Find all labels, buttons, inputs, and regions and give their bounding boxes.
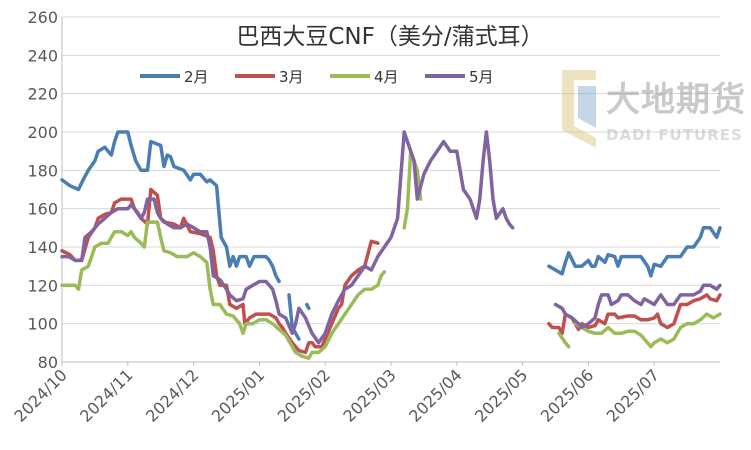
y-tick-label: 240: [27, 46, 58, 65]
y-tick-label: 220: [27, 85, 58, 104]
legend-label: 5月: [469, 68, 494, 86]
x-tick-label: 2025/03: [339, 365, 399, 425]
grid-layer: [62, 16, 720, 325]
series-line-3: [557, 331, 571, 349]
y-tick-label: 200: [27, 123, 58, 142]
legend: 2月 3月 4月 5月: [140, 68, 494, 86]
x-tick-label: 2024/10: [10, 365, 70, 425]
series-line-1: [547, 226, 722, 278]
y-tick-label: 100: [27, 315, 58, 334]
legend-label: 4月: [374, 68, 399, 86]
x-tick-label: 2025/06: [537, 365, 597, 425]
legend-label: 2月: [184, 68, 209, 86]
series-line-2: [60, 187, 380, 355]
series-line-3: [60, 220, 387, 360]
x-tick-label: 2025/01: [208, 365, 268, 425]
y-tick-label: 160: [27, 200, 58, 219]
watermark-brand-cn: 大地期货: [606, 80, 746, 120]
legend-label: 3月: [279, 68, 304, 86]
series-line-1: [60, 130, 281, 284]
watermark-brand-en: DADI FUTURES: [606, 126, 743, 144]
y-tick-label: 140: [27, 238, 58, 257]
x-tick-label: 2025/07: [603, 365, 663, 425]
chart-title: 巴西大豆CNF（美分/蒲式耳）: [236, 24, 543, 50]
dadi-futures-watermark: 大地期货 DADI FUTURES: [556, 66, 745, 156]
x-tick-label: 2025/04: [405, 365, 465, 425]
series-line-4: [60, 130, 515, 345]
x-tick-label: 2024/11: [76, 365, 136, 425]
x-tick-label: 2025/02: [274, 365, 334, 425]
y-tick-label: 180: [27, 161, 58, 180]
series-line-4: [553, 283, 722, 330]
y-tick-label: 120: [27, 276, 58, 295]
dadi-logo-icon: [562, 70, 596, 148]
series-line-1: [305, 302, 311, 311]
x-tick-label: 2024/12: [142, 365, 202, 425]
x-tick-label: 2025/05: [471, 365, 531, 425]
series-layer: [60, 130, 722, 360]
series-line-3: [573, 312, 722, 349]
y-tick-label: 80: [38, 353, 58, 372]
y-tick-label: 260: [27, 8, 58, 27]
